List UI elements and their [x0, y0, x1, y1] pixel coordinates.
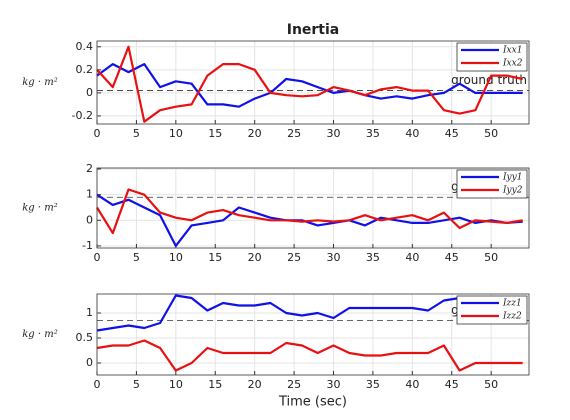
- x-tick-label: 30: [326, 251, 340, 264]
- series-line: [96, 62, 523, 108]
- x-tick-label: 5: [133, 127, 140, 140]
- x-tick-label: 25: [287, 127, 301, 140]
- y-tick-label: 0.2: [76, 63, 94, 76]
- series-line: [96, 45, 523, 123]
- axes-box: [96, 40, 530, 125]
- y-tick-label: 1: [86, 188, 93, 201]
- x-tick-label: 20: [248, 251, 262, 264]
- axes-box: [96, 167, 530, 249]
- x-tick-label: 25: [287, 251, 301, 264]
- legend-label: Izz2: [502, 312, 522, 322]
- x-tick-label: 50: [484, 251, 498, 264]
- series-line: [96, 339, 523, 372]
- x-tick-label: 30: [326, 378, 340, 391]
- x-tick-label: 10: [169, 378, 183, 391]
- x-tick-label: 35: [366, 251, 380, 264]
- y-tick-label: 2: [86, 162, 93, 175]
- series-line: [96, 294, 523, 332]
- axes-box: [96, 293, 530, 376]
- x-tick-label: 30: [326, 127, 340, 140]
- x-tick-label: 20: [248, 127, 262, 140]
- y-axis-label: kg · m²: [22, 77, 58, 88]
- y-axis-label: kg · m²: [22, 203, 58, 214]
- y-tick-label: -0.2: [72, 109, 93, 122]
- x-tick-label: 0: [94, 251, 101, 264]
- x-tick-label: 50: [484, 127, 498, 140]
- legend-label: Iyy1: [502, 173, 522, 183]
- y-tick-label: 0: [86, 356, 93, 369]
- legend-label: Iyy2: [502, 186, 523, 196]
- x-tick-label: 0: [94, 378, 101, 391]
- x-tick-label: 5: [133, 378, 140, 391]
- legend-box: [456, 295, 528, 325]
- x-tick-label: 45: [445, 127, 459, 140]
- y-axis-label: kg · m²: [22, 329, 58, 340]
- x-tick-label: 0: [94, 127, 101, 140]
- x-tick-label: 45: [445, 251, 459, 264]
- chart-title: Inertia: [287, 22, 340, 38]
- series-line: [96, 188, 523, 235]
- y-tick-label: 0: [86, 86, 93, 99]
- x-tick-label: 5: [133, 251, 140, 264]
- y-tick-label: 0.4: [76, 40, 94, 53]
- x-tick-label: 40: [405, 127, 419, 140]
- legend-box: [456, 169, 528, 199]
- legend-label: Ixx2: [502, 59, 523, 69]
- x-tick-label: 35: [366, 378, 380, 391]
- x-tick-label: 50: [484, 378, 498, 391]
- x-tick-label: 15: [208, 378, 222, 391]
- x-tick-label: 15: [208, 127, 222, 140]
- x-axis-label: Time (sec): [278, 395, 347, 410]
- x-tick-label: 25: [287, 378, 301, 391]
- x-tick-label: 45: [445, 378, 459, 391]
- y-tick-label: 0: [86, 213, 93, 226]
- x-tick-label: 40: [405, 251, 419, 264]
- legend-box: [456, 42, 528, 72]
- y-tick-label: 0.5: [76, 331, 94, 344]
- x-tick-label: 35: [366, 127, 380, 140]
- legend-label: Ixx1: [502, 46, 522, 56]
- legend-label: Izz1: [502, 299, 522, 309]
- x-tick-label: 20: [248, 378, 262, 391]
- x-tick-label: 40: [405, 378, 419, 391]
- x-tick-label: 15: [208, 251, 222, 264]
- x-tick-label: 10: [169, 127, 183, 140]
- y-tick-label: 1: [86, 306, 93, 319]
- y-tick-label: -1: [82, 239, 93, 252]
- x-tick-label: 10: [169, 251, 183, 264]
